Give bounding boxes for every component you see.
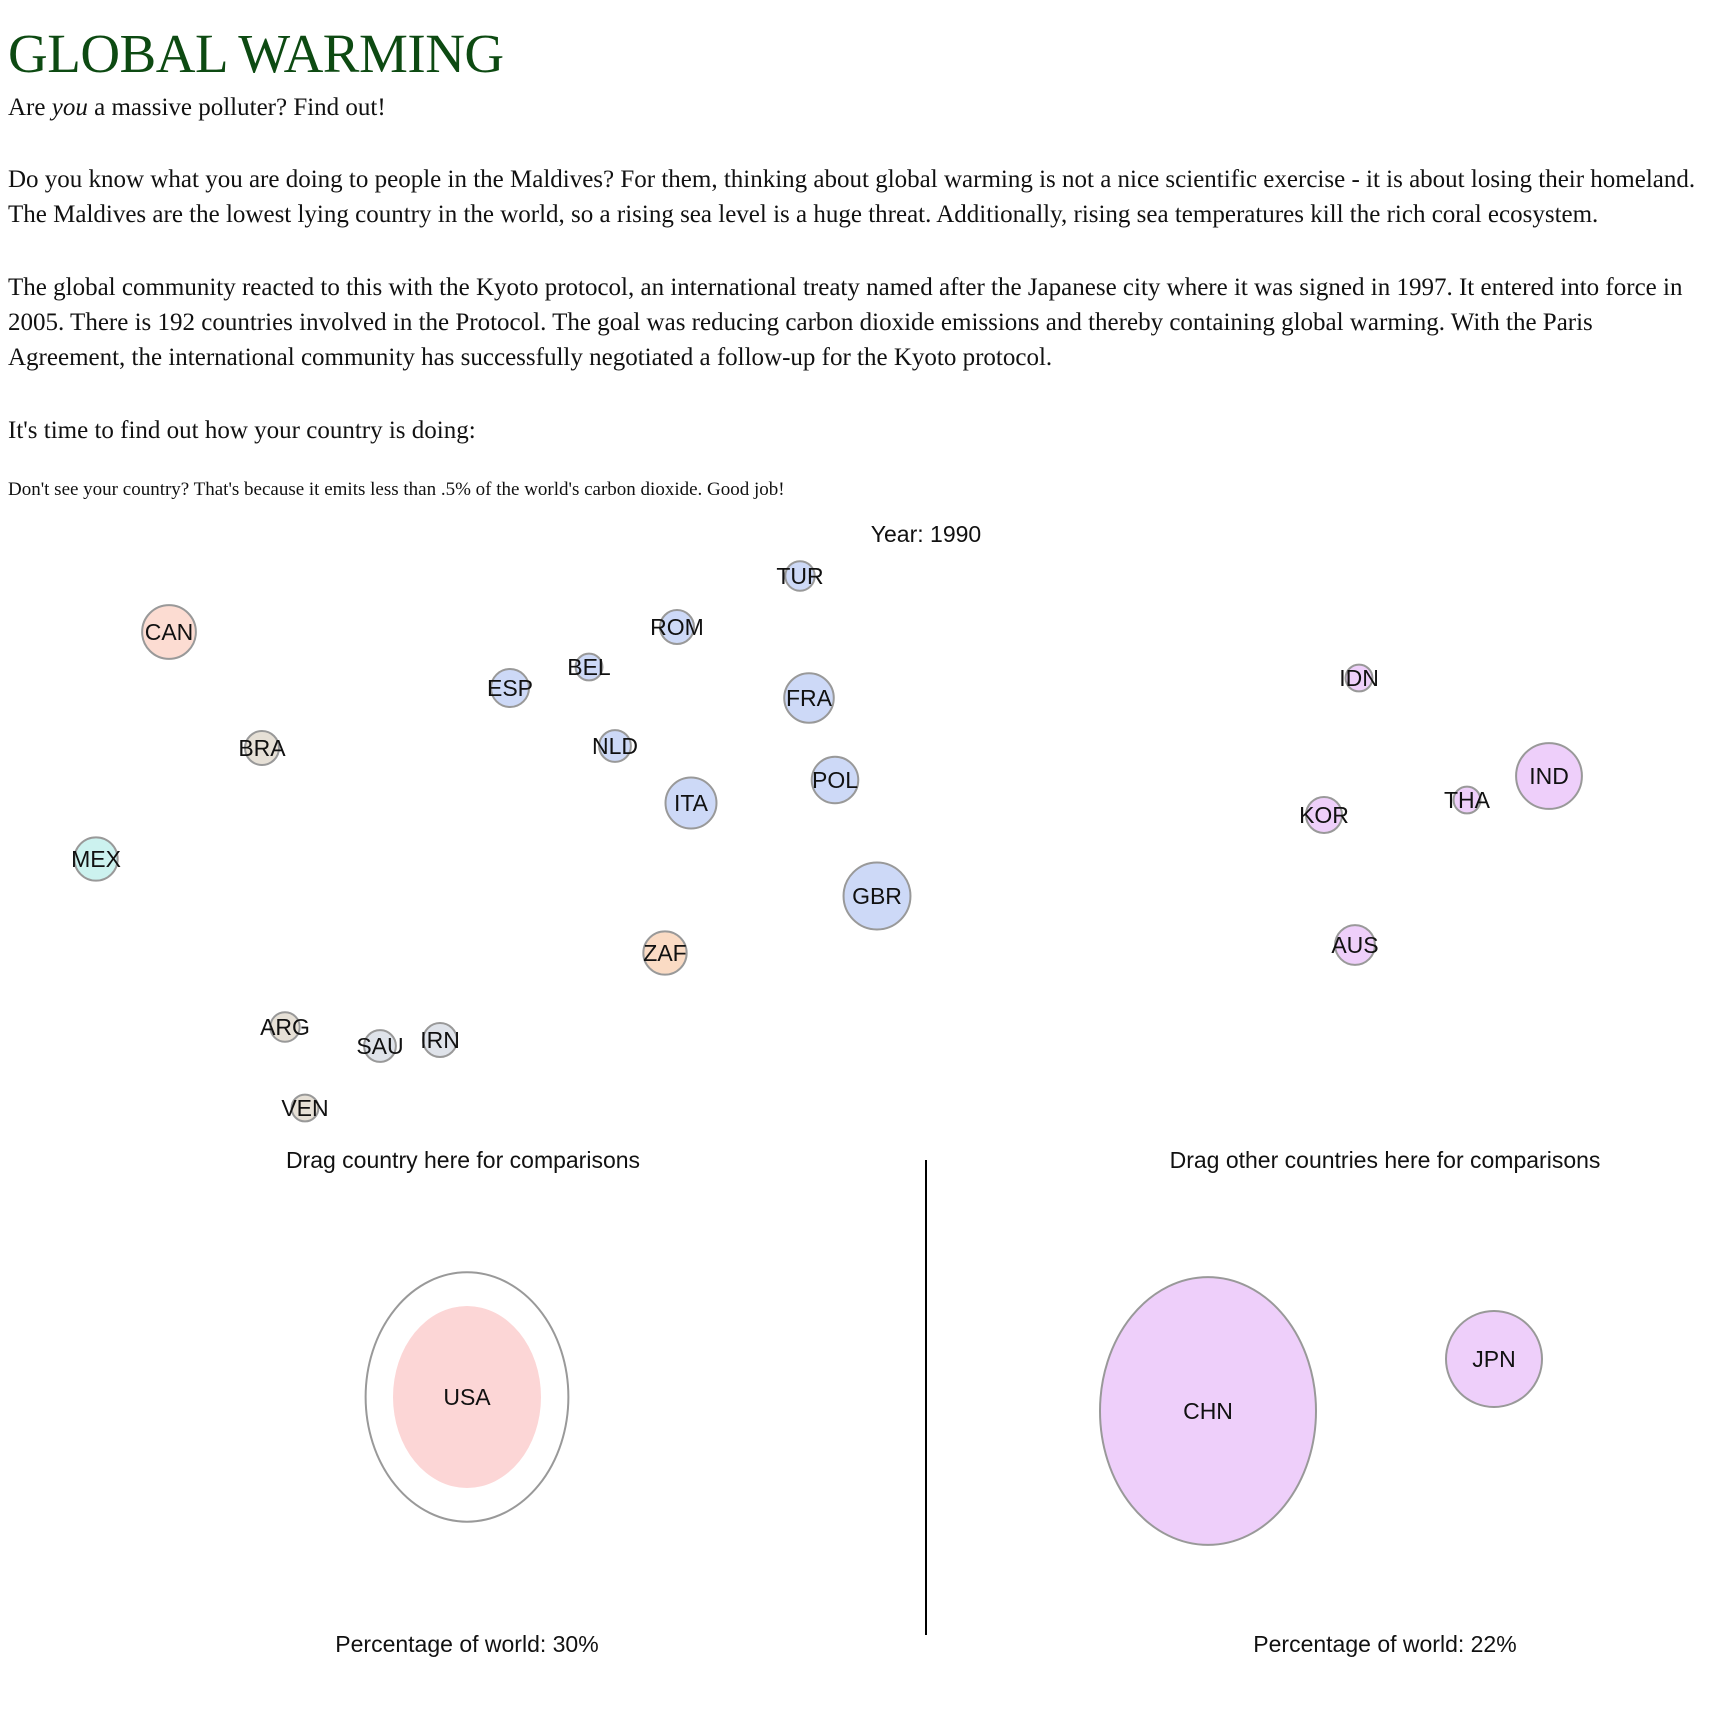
country-bubble-zaf[interactable]: ZAF — [642, 930, 688, 976]
bubble-circle — [141, 604, 197, 660]
bubble-circle — [810, 755, 860, 805]
bubble-circle — [784, 560, 816, 592]
country-bubble-gbr[interactable]: GBR — [842, 861, 912, 931]
year-label: Year: 1990 — [871, 521, 981, 547]
bubble-circle — [1445, 1310, 1543, 1408]
country-bubble-sau[interactable]: SAU — [356, 1029, 404, 1063]
country-bubble-ita[interactable]: ITA — [664, 776, 718, 830]
country-bubble-usa[interactable]: USA — [364, 1271, 570, 1523]
bubble-label: CAN — [145, 619, 194, 645]
country-bubble-ind[interactable]: IND — [1515, 742, 1583, 810]
drop-zone-left-label: Drag country here for comparisons — [286, 1147, 640, 1173]
page-header: GLOBAL WARMING Are you a massive pollute… — [8, 22, 1708, 502]
intro-paragraph-cta: It's time to find out how your country i… — [8, 417, 476, 444]
bubble-circle — [642, 930, 688, 976]
small-note: Don't see your country? That's because i… — [8, 479, 785, 500]
country-bubble-pol[interactable]: POL — [810, 755, 860, 805]
drop-zone-right-label: Drag other countries here for comparison… — [1170, 1147, 1601, 1173]
bubble-circle — [269, 1011, 301, 1043]
bubble-label: KOR — [1299, 802, 1349, 828]
bubble-circle — [73, 836, 119, 882]
bubble-label: BRA — [238, 735, 286, 761]
bubble-label: MEX — [71, 846, 121, 872]
bubble-circle — [1304, 795, 1344, 835]
bubble-label: AUS — [1331, 932, 1378, 958]
comparison-ring — [364, 1271, 570, 1523]
bubble-circle — [783, 672, 835, 724]
bubble-circle — [664, 776, 718, 830]
bubble-label: IRN — [420, 1027, 460, 1053]
bubble-label: ZAF — [643, 940, 686, 966]
drop-zone-left[interactable]: USA — [364, 1271, 570, 1523]
country-bubble-mex[interactable]: MEX — [71, 836, 121, 882]
tagline-emphasis: you — [51, 94, 88, 121]
bubble-circle — [574, 652, 604, 682]
country-bubble-bel[interactable]: BEL — [567, 652, 611, 682]
drop-zone-right[interactable]: CHN JPN — [1099, 1276, 1543, 1546]
bubble-label: CHN — [1183, 1398, 1233, 1424]
intro-paragraph-maldives: Do you know what you are doing to people… — [8, 166, 1696, 228]
bubble-label: ROM — [650, 614, 704, 640]
bubble-label: VEN — [281, 1095, 328, 1121]
country-bubble-nld[interactable]: NLD — [592, 729, 638, 763]
country-bubble-chn[interactable]: CHN — [1099, 1276, 1317, 1546]
intro-paragraph-kyoto: The global community reacted to this wit… — [8, 274, 1683, 371]
bubble-circle — [659, 609, 695, 645]
bubble-label: JPN — [1472, 1346, 1515, 1372]
bubble-circle — [1344, 663, 1374, 693]
bubble-label: THA — [1444, 787, 1491, 813]
bubble-label: NLD — [592, 733, 638, 759]
bubble-label: GBR — [852, 883, 902, 909]
bubble-label: FRA — [786, 685, 833, 711]
bubble-label: ARG — [260, 1014, 310, 1040]
country-bubble-fra[interactable]: FRA — [783, 672, 835, 724]
country-bubble-ven[interactable]: VEN — [281, 1093, 329, 1123]
bubble-label: ESP — [487, 675, 533, 701]
left-percentage-label: Percentage of world: 30% — [335, 1631, 598, 1657]
country-bubble-kor[interactable]: KOR — [1299, 795, 1349, 835]
bubble-label: SAU — [356, 1033, 403, 1059]
bubble-label: IDN — [1339, 665, 1379, 691]
bubble-circle — [1515, 742, 1583, 810]
country-bubble-tur[interactable]: TUR — [776, 560, 824, 592]
right-percentage-label: Percentage of world: 22% — [1253, 1631, 1516, 1657]
bubble-label: TUR — [776, 563, 823, 589]
bubble-label: ITA — [674, 790, 709, 816]
bubble-circle — [393, 1305, 541, 1489]
tagline: Are you a massive polluter? Find out! — [8, 92, 1708, 124]
bubble-label: POL — [812, 767, 858, 793]
bubble-label: BEL — [567, 654, 611, 680]
bubble-circle — [490, 668, 530, 708]
country-bubble-bra[interactable]: BRA — [238, 730, 286, 766]
page-title: GLOBAL WARMING — [8, 23, 504, 84]
country-bubble-arg[interactable]: ARG — [260, 1011, 310, 1043]
tagline-start: Are — [8, 94, 52, 121]
country-bubble-idn[interactable]: IDN — [1339, 663, 1379, 693]
bubble-circle — [842, 861, 912, 931]
tagline-end: a massive polluter? Find out! — [87, 94, 386, 121]
bubble-circle — [598, 729, 632, 763]
bubble-circle — [290, 1093, 320, 1123]
bubble-label: USA — [443, 1384, 491, 1410]
bubble-circle — [422, 1022, 458, 1058]
country-bubble-rom[interactable]: ROM — [650, 609, 704, 645]
bubble-circle — [1452, 785, 1482, 815]
bubble-circle — [1099, 1276, 1317, 1546]
country-bubbles: TUR ROM BEL ESP FRA NLD POL ITA GBR CAN BRA MEX ZAF A… — [71, 560, 1583, 1123]
bubble-circle — [244, 730, 280, 766]
country-bubble-tha[interactable]: THA — [1444, 785, 1491, 815]
bubble-circle — [363, 1029, 397, 1063]
country-bubble-esp[interactable]: ESP — [487, 668, 533, 708]
country-bubble-can[interactable]: CAN — [141, 604, 197, 660]
bubble-circle — [1334, 924, 1376, 966]
country-bubble-aus[interactable]: AUS — [1331, 924, 1379, 966]
bubble-label: IND — [1529, 763, 1569, 789]
country-bubble-irn[interactable]: IRN — [420, 1022, 460, 1058]
country-bubble-jpn[interactable]: JPN — [1445, 1310, 1543, 1408]
